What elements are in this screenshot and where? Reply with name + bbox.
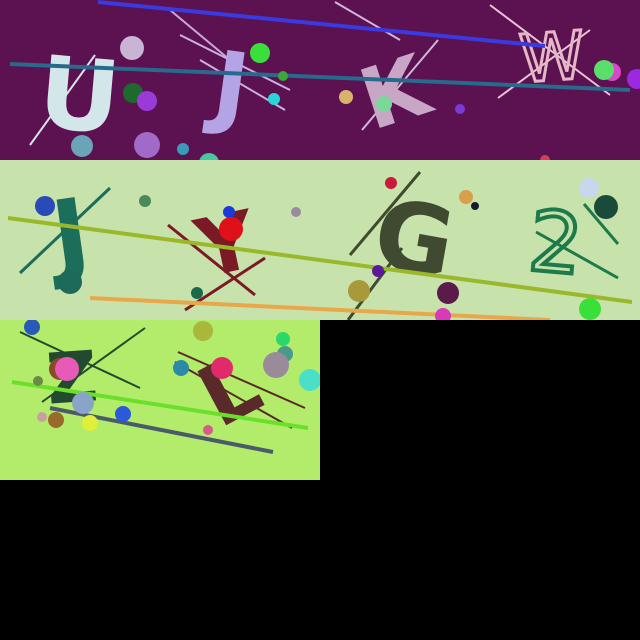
noise-dot — [115, 406, 131, 422]
tile-3-canvas: Z L — [0, 320, 320, 480]
noise-dot — [177, 143, 189, 155]
noise-line — [167, 223, 256, 297]
empty-area — [0, 480, 640, 640]
noise-line — [49, 406, 274, 454]
noise-dot — [120, 36, 144, 60]
tile-1-canvas: U J K W — [0, 0, 640, 160]
noise-line — [361, 39, 439, 131]
noise-line — [334, 1, 401, 41]
noise-dot — [139, 195, 151, 207]
noise-dot — [137, 91, 157, 111]
captcha-tile-2: J Y G 2 — [0, 160, 640, 320]
noise-dot — [594, 195, 618, 219]
captcha-char-3: G — [366, 177, 463, 301]
noise-line — [29, 54, 96, 146]
noise-dot — [339, 90, 353, 104]
noise-dot — [299, 369, 320, 391]
noise-dot — [211, 357, 233, 379]
noise-dot — [459, 190, 473, 204]
noise-dot — [627, 69, 640, 89]
noise-dot — [58, 270, 82, 294]
noise-line — [97, 0, 546, 48]
noise-dot — [579, 178, 599, 198]
noise-dot — [72, 392, 94, 414]
noise-dot — [48, 412, 64, 428]
noise-dot — [348, 280, 370, 302]
noise-dot — [193, 321, 213, 341]
noise-line — [7, 216, 633, 304]
captcha-char-4: 2 — [525, 192, 587, 294]
noise-dot — [250, 43, 270, 63]
noise-dot — [173, 360, 189, 376]
noise-dot — [276, 332, 290, 346]
noise-dot — [278, 71, 288, 81]
noise-line — [535, 230, 619, 280]
tile-1-background — [0, 0, 640, 160]
noise-dot — [82, 415, 98, 431]
noise-line — [174, 361, 293, 429]
noise-dot — [437, 282, 459, 304]
noise-dot — [376, 96, 392, 112]
noise-line — [582, 203, 620, 245]
noise-line — [179, 34, 291, 91]
noise-dot — [579, 298, 601, 320]
noise-dot — [540, 155, 550, 160]
noise-dot — [223, 206, 235, 218]
noise-line — [346, 247, 404, 320]
noise-line — [177, 351, 306, 409]
noise-dot — [55, 357, 79, 381]
captcha-tile-1: U J K W — [0, 0, 640, 160]
noise-dot — [471, 202, 479, 210]
noise-dot — [37, 412, 47, 422]
noise-line — [489, 4, 611, 96]
noise-line — [89, 296, 551, 320]
noise-dot — [455, 104, 465, 114]
noise-line — [11, 380, 309, 430]
noise-dot — [199, 153, 219, 160]
noise-dot — [24, 320, 40, 335]
noise-line — [348, 171, 422, 256]
noise-dot — [268, 93, 280, 105]
noise-line — [19, 331, 141, 389]
noise-dot — [191, 287, 203, 299]
noise-dot — [203, 425, 213, 435]
tile-2-background — [0, 160, 640, 320]
noise-dot — [35, 196, 55, 216]
noise-dot — [263, 352, 289, 378]
noise-line — [169, 9, 231, 61]
empty-area — [320, 320, 640, 480]
noise-dot — [594, 60, 614, 80]
noise-line — [9, 62, 631, 92]
noise-dot — [291, 207, 301, 217]
noise-dot — [219, 217, 243, 241]
tile-2-canvas: J Y G 2 — [0, 160, 640, 320]
noise-line — [18, 186, 112, 275]
noise-dot — [71, 135, 93, 157]
noise-dot — [134, 132, 160, 158]
noise-dot — [385, 177, 397, 189]
noise-dot — [33, 376, 43, 386]
noise-dot — [435, 308, 451, 320]
noise-dot — [372, 265, 384, 277]
captcha-tile-3: Z L — [0, 320, 320, 480]
